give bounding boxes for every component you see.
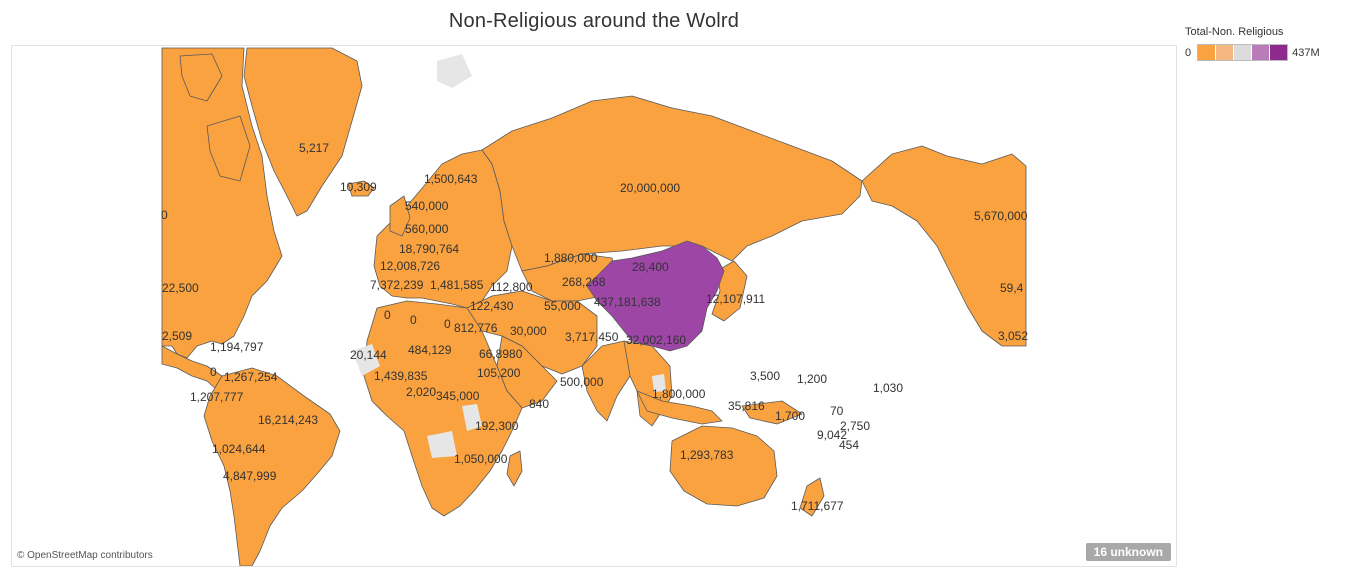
map-value-label-libya: 0	[444, 317, 451, 331]
map-value-label-mongolia: 28,400	[632, 260, 669, 274]
map-value-label-gulf-of-guinea: 2,020	[406, 385, 436, 399]
map-value-label-samoa: 2,750	[840, 419, 870, 433]
map-value-label-micronesia: 3,500	[750, 369, 780, 383]
region-iceland	[347, 180, 375, 197]
map-value-label-italy: 1,481,585	[430, 278, 484, 292]
map-value-label-venezuela-colombia: 1,267,254	[224, 370, 278, 384]
map-value-label-ecuador-peru: 1,207,777	[190, 390, 244, 404]
region-greenland	[243, 47, 363, 217]
unknown-count-badge[interactable]: 16 unknown	[1085, 543, 1171, 561]
map-value-label-australia: 1,293,783	[680, 448, 734, 462]
map-value-label-middle-east: 122,430	[470, 299, 514, 313]
legend-swatch-0	[1198, 45, 1217, 60]
map-value-label-new-zealand: 1,711,677	[791, 499, 844, 513]
region-new-zealand	[799, 477, 825, 517]
map-value-label-kazakhstan: 1,880,000	[544, 251, 598, 265]
map-value-label-central-asia: 268,268	[562, 275, 606, 289]
region-arctic-islands	[179, 53, 223, 102]
region-uk	[389, 195, 411, 237]
region-baffin	[206, 115, 251, 182]
map-value-label-mexico-east: 2,509	[162, 329, 192, 343]
region-australia	[669, 425, 778, 507]
map-value-label-central-europe: 12,008,726	[380, 259, 440, 273]
color-legend: Total-Non. Religious 0 437M	[1185, 26, 1345, 61]
map-value-label-japan-korea: 12,107,911	[706, 292, 765, 306]
map-value-label-indian-ocean: 500,000	[560, 375, 604, 389]
map-value-label-indonesia: 1,800,000	[652, 387, 706, 401]
region-alaska	[861, 145, 1027, 347]
map-value-label-senegal: 20,144	[350, 348, 387, 362]
map-value-label-solomon: 1,700	[775, 409, 805, 423]
world-map[interactable]: 5,217 10,309 0 22,500 2,509 1,194,797 0 1,267,2…	[12, 46, 1176, 566]
map-value-label-algeria: 0	[410, 313, 417, 327]
map-value-label-se-asia: 32,002,160	[626, 333, 686, 347]
legend-max-label: 437M	[1292, 46, 1320, 59]
map-value-label-sudan-ethiopia: 66,8980	[479, 347, 523, 361]
map-value-label-micronesia-east: 1,200	[797, 372, 827, 386]
map-value-label-arabia: 30,000	[510, 324, 547, 338]
legend-min-label: 0	[1185, 46, 1192, 59]
map-value-label-bolivia: 1,024,644	[212, 442, 266, 456]
map-value-label-scandinavia: 1,500,643	[424, 172, 478, 186]
map-value-label-tanzania-mozambique: 192,300	[475, 419, 519, 433]
legend-title: Total-Non. Religious	[1185, 26, 1284, 38]
region-madagascar	[506, 450, 523, 487]
map-value-label-russia: 20,000,000	[620, 181, 680, 195]
region-western-sahara	[352, 344, 380, 376]
map-value-label-iran-afghanistan: 55,000	[544, 299, 581, 313]
map-value-label-india: 3,717,450	[565, 330, 619, 344]
region-angola-gray	[427, 431, 457, 458]
map-title: Non-Religious around the Wolrd	[448, 10, 740, 32]
region-africa	[363, 300, 523, 517]
map-value-label-usa-east: 22,500	[162, 281, 199, 295]
map-value-label-nigeria: 1,439,835	[374, 369, 428, 383]
legend-swatch-4	[1270, 45, 1288, 60]
legend-swatch-2	[1234, 45, 1253, 60]
region-south-america	[203, 367, 341, 566]
region-laos-gray	[652, 374, 666, 392]
map-value-label-alaska: 5,670,000	[974, 209, 1028, 223]
map-value-label-south-africa: 1,050,000	[454, 452, 508, 466]
map-value-label-benelux: 560,000	[405, 222, 449, 236]
map-value-label-mali: 484,129	[408, 343, 452, 357]
map-value-label-morocco: 0	[384, 308, 391, 322]
legend-scale: 0 437M	[1185, 44, 1345, 61]
map-value-label-congo: 345,000	[436, 389, 480, 403]
region-png	[741, 400, 803, 425]
region-russia	[481, 95, 863, 272]
region-indonesia	[636, 390, 723, 425]
map-value-label-brazil: 16,214,243	[258, 413, 318, 427]
map-value-label-usa-west: 59,4	[1000, 281, 1024, 295]
map-value-label-canada-east: 0	[161, 208, 168, 222]
map-view[interactable]: 5,217 10,309 0 22,500 2,509 1,194,797 0 1,267,2…	[11, 45, 1177, 567]
map-value-label-turkey: 112,800	[490, 280, 533, 294]
map-value-label-fiji: 9,042	[817, 428, 847, 442]
map-value-label-greenland: 5,217	[299, 141, 329, 155]
map-value-label-caribbean: 0	[210, 365, 217, 379]
map-value-label-china: 437,181,638	[594, 295, 661, 309]
map-value-label-kiribati: 1,030	[873, 381, 903, 395]
map-value-label-iceland: 10,309	[340, 180, 377, 194]
region-europe	[373, 149, 513, 309]
map-value-label-tonga: 454	[839, 438, 859, 452]
map-value-label-somalia: 840	[529, 397, 549, 411]
map-value-label-argentina: 4,847,999	[223, 469, 277, 483]
map-value-label-central-america: 1,194,797	[210, 340, 264, 354]
map-value-label-mexico-west: 3,052	[998, 329, 1028, 343]
map-value-label-uk: 540,000	[405, 199, 449, 213]
map-value-label-east-africa: 105,200	[477, 366, 521, 380]
region-svalbard	[437, 54, 472, 88]
legend-color-ramp	[1197, 44, 1289, 61]
map-attribution[interactable]: © OpenStreetMap contributors	[17, 550, 153, 561]
map-value-label-egypt: 812,776	[454, 321, 498, 335]
map-value-label-tuvalu: 70	[830, 404, 844, 418]
region-india	[581, 340, 638, 422]
region-sahel-gray	[462, 404, 482, 431]
map-value-label-spain: 7,372,239	[370, 278, 424, 292]
legend-swatch-3	[1252, 45, 1271, 60]
map-value-label-germany: 18,790,764	[399, 242, 459, 256]
map-value-label-png: 35,816	[728, 399, 765, 413]
region-china	[586, 240, 725, 352]
legend-swatch-1	[1216, 45, 1235, 60]
